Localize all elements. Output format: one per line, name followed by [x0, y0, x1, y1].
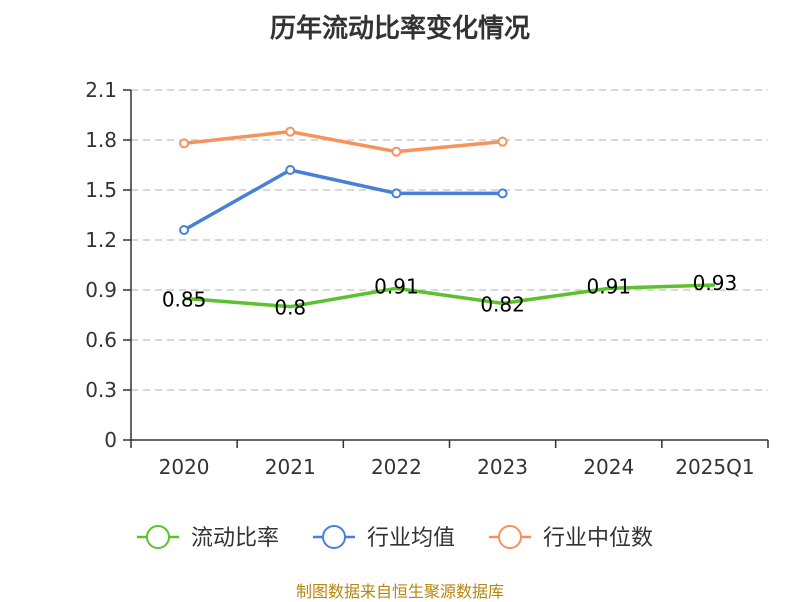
x-tick-label: 2022 — [371, 455, 422, 479]
legend-label: 行业中位数 — [543, 526, 653, 551]
x-tick-label: 2023 — [477, 455, 528, 479]
series-lines — [179, 126, 715, 309]
data-label: 0.91 — [374, 274, 419, 298]
data-label: 0.82 — [480, 292, 525, 316]
data-point — [179, 138, 190, 149]
y-tick-label: 0 — [104, 428, 117, 452]
legend-marker — [498, 525, 522, 549]
y-tick-label: 0.3 — [85, 378, 117, 402]
data-labels: 0.85 0.8 0.91 0.82 0.91 0.93 — [162, 271, 737, 320]
data-point — [497, 188, 508, 199]
y-tick-label: 2.1 — [85, 78, 117, 102]
series-line — [183, 129, 503, 154]
series-line — [183, 283, 715, 309]
y-tick-label: 1.8 — [85, 128, 117, 152]
legend: 流动比率 行业均值 行业中位数 — [137, 525, 653, 551]
data-label: 0.8 — [274, 296, 306, 320]
x-tick-label: 2024 — [583, 455, 634, 479]
x-tick-label: 2025Q1 — [675, 455, 754, 479]
data-label: 0.93 — [693, 271, 738, 295]
legend-marker — [146, 525, 170, 549]
y-tick-label: 1.5 — [85, 178, 117, 202]
y-tick-label: 1.2 — [85, 228, 117, 252]
y-tick-label: 0.9 — [85, 278, 117, 302]
legend-label: 行业均值 — [367, 526, 455, 551]
y-tick-label: 0.6 — [85, 328, 117, 352]
data-point — [497, 136, 508, 147]
data-point — [391, 188, 402, 199]
legend-marker — [322, 525, 346, 549]
grid-lines — [131, 89, 768, 391]
data-label: 0.91 — [586, 274, 631, 298]
axes: 0 0.3 0.6 0.9 1.2 1.5 1.8 2.1 2020 2021 2022 2023 20… — [85, 78, 769, 479]
data-point — [391, 146, 402, 157]
legend-label: 流动比率 — [191, 526, 279, 551]
data-label: 0.85 — [162, 287, 207, 311]
data-point — [179, 225, 190, 235]
series-line — [183, 168, 503, 232]
x-tick-label: 2021 — [265, 455, 316, 479]
data-point — [285, 126, 296, 137]
source-note: 制图数据来自恒生聚源数据库 — [295, 582, 504, 601]
data-point — [285, 165, 296, 175]
x-tick-label: 2020 — [159, 455, 210, 479]
chart-title: 历年流动比率变化情况 — [269, 14, 530, 44]
